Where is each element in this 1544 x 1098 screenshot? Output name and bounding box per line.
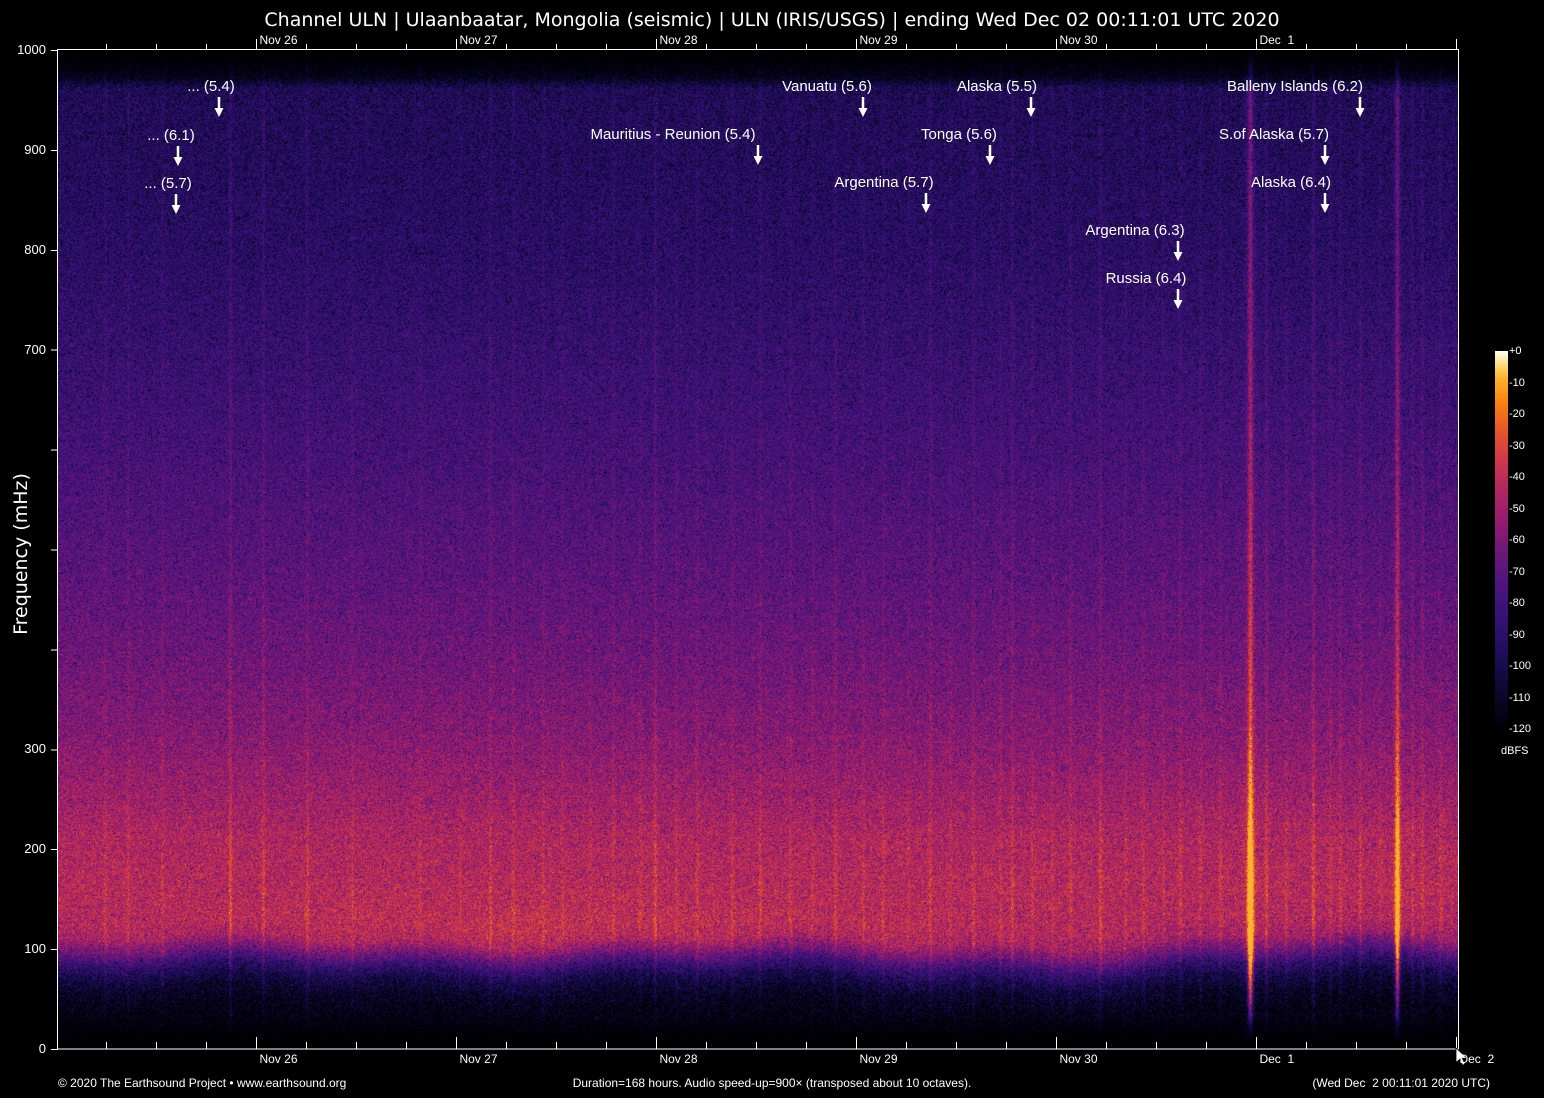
annotation-arrow-icon [753, 145, 763, 165]
event-annotation: ... (5.7) [144, 175, 192, 192]
annotation-arrow-icon [1355, 97, 1365, 117]
bottom-axis-tick-label: Nov 30 [1059, 1052, 1098, 1066]
event-annotation: S.of Alaska (5.7) [1218, 126, 1330, 143]
colorbar [1495, 351, 1508, 729]
mouse-cursor-icon [1455, 1047, 1468, 1066]
annotation-arrow-icon [1320, 193, 1330, 213]
colorbar-tick-label: -30 [1509, 439, 1525, 452]
y-tick-label: 200 [24, 841, 46, 857]
colorbar-tick-label: -100 [1509, 660, 1532, 672]
top-axis-tick-label: Nov 27 [459, 33, 498, 47]
event-annotation: ... (5.4) [187, 78, 235, 95]
footer-timestamp: (Wed Dec 2 00:11:01 2020 UTC) [1312, 1076, 1490, 1090]
colorbar-tick-label: -10 [1509, 376, 1525, 389]
colorbar-tick-label: -60 [1509, 534, 1525, 546]
bottom-axis-tick-label: Nov 26 [259, 1052, 298, 1066]
annotation-arrow-icon [1026, 97, 1036, 117]
bottom-axis-tick-label: Dec 2 [1459, 1052, 1495, 1066]
annotation-arrow-icon [1173, 241, 1183, 261]
bottom-axis-tick-label: Dec 1 [1259, 1052, 1295, 1066]
top-axis-tick-label: Nov 29 [859, 33, 898, 47]
event-annotation: Alaska (6.4) [1250, 174, 1332, 191]
footer-duration: Duration=168 hours. Audio speed-up=900× … [572, 1076, 972, 1090]
event-annotation: Russia (6.4) [1105, 270, 1187, 287]
annotation-arrow-icon [171, 194, 181, 214]
bottom-axis-tick-label: Nov 29 [859, 1052, 898, 1066]
event-annotation: Balleny Islands (6.2) [1227, 78, 1363, 95]
annotation-arrow-icon [921, 193, 931, 213]
plot-border [57, 49, 1459, 1050]
y-tick-label: 900 [24, 141, 46, 157]
event-annotation: Argentina (6.3) [1085, 222, 1185, 239]
annotation-arrow-icon [1320, 145, 1330, 165]
page-title: Channel ULN | Ulaanbaatar, Mongolia (sei… [264, 9, 1280, 31]
event-annotation: Argentina (5.7) [834, 174, 934, 191]
colorbar-tick-label: -20 [1509, 408, 1525, 420]
colorbar-unit-label: dBFS [1501, 745, 1529, 757]
bottom-axis-tick-label: Nov 28 [659, 1052, 698, 1066]
colorbar-tick-label: -80 [1509, 597, 1525, 609]
y-tick-label: 100 [24, 941, 46, 957]
y-tick-label: 800 [24, 241, 46, 257]
annotation-arrow-icon [173, 146, 183, 166]
annotation-arrow-icon [985, 145, 995, 165]
annotation-arrow-icon [1173, 289, 1183, 309]
y-tick-label: 300 [24, 741, 46, 757]
footer-copyright: © 2020 The Earthsound Project • www.eart… [58, 1076, 347, 1090]
top-axis-tick-label: Dec 1 [1259, 33, 1295, 47]
spectrogram-heatmap [58, 50, 1458, 1049]
annotation-arrow-icon [858, 97, 868, 117]
top-axis-tick-label: Nov 30 [1059, 33, 1098, 47]
bottom-axis-tick-label: Nov 27 [459, 1052, 498, 1066]
top-axis-tick-label: Nov 26 [259, 33, 298, 47]
event-annotation: Tonga (5.6) [921, 126, 997, 143]
y-tick-label: 700 [24, 341, 46, 357]
event-annotation: ... (6.1) [147, 127, 195, 144]
top-axis-tick-label: Nov 28 [659, 33, 698, 47]
y-tick-label: 1000 [17, 42, 46, 57]
colorbar-tick-label: -40 [1509, 471, 1525, 483]
y-axis-title: Frequency (mHz) [10, 473, 32, 635]
colorbar-tick-label: -50 [1509, 502, 1525, 515]
event-annotation: Mauritius - Reunion (5.4) [590, 126, 756, 143]
colorbar-tick-label: -70 [1509, 565, 1525, 578]
y-tick-label: 0 [38, 1041, 46, 1056]
colorbar-tick-label: -110 [1509, 691, 1531, 704]
colorbar-tick-label: -90 [1509, 628, 1525, 641]
colorbar-tick-label: -120 [1509, 723, 1532, 735]
colorbar-tick-label: +0 [1509, 345, 1522, 357]
event-annotation: Vanuatu (5.6) [782, 78, 872, 95]
annotation-arrow-icon [214, 97, 224, 117]
event-annotation: Alaska (5.5) [956, 78, 1038, 95]
